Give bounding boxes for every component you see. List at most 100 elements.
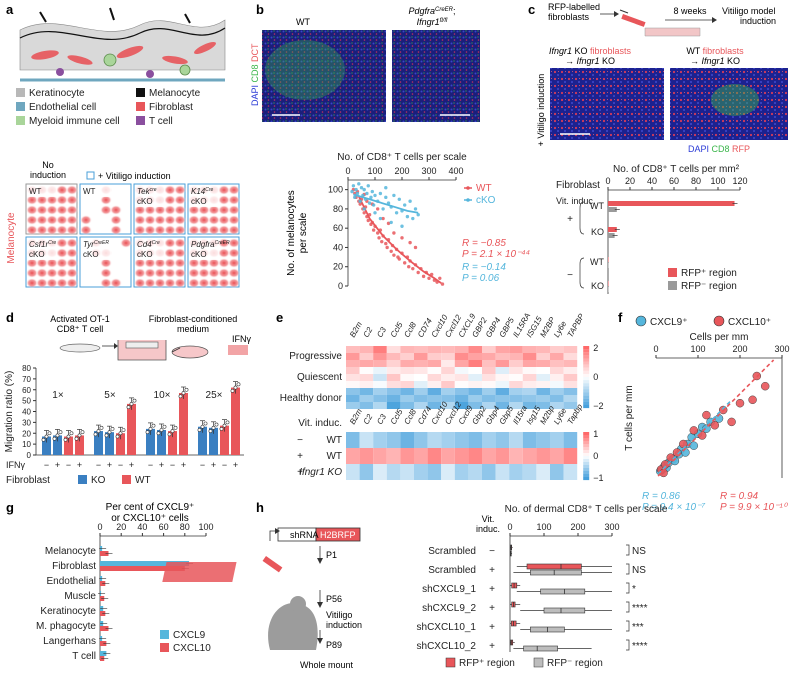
scale-cell — [583, 441, 590, 445]
melanocyte-blob — [26, 195, 38, 205]
legend-swatch — [136, 88, 145, 97]
melanocyte-blob — [164, 278, 176, 288]
x-tick-label: 60 — [159, 522, 169, 532]
scatter-point — [389, 249, 393, 254]
heat-cell — [400, 381, 414, 388]
gene-label-top: C2 — [362, 325, 375, 339]
heat-cell — [536, 367, 550, 374]
heat-cell — [386, 374, 401, 381]
heat-cell — [454, 395, 469, 402]
panel-a-letter: a — [6, 2, 14, 17]
box — [540, 588, 586, 595]
heat-cell — [495, 353, 510, 360]
heat-cell — [400, 374, 414, 381]
bar — [220, 425, 229, 455]
ifng-sign: + — [77, 460, 82, 470]
data-point — [159, 428, 164, 432]
heat-cell — [386, 388, 401, 395]
heat-cell — [550, 374, 564, 381]
heat-cell — [400, 395, 414, 402]
heat-cell — [522, 388, 537, 395]
y-tick-label: 40 — [22, 408, 31, 417]
gene-label-bottom: B2m — [348, 407, 364, 426]
scatter-point — [378, 191, 383, 196]
panel-g: g Per cent of CXCL9⁺ or CXCL10⁺ cells 0 20 4… — [6, 500, 214, 662]
heat-cell — [454, 388, 469, 395]
heat-cell — [373, 388, 387, 395]
heat-cell — [400, 346, 414, 353]
legend-label: Fibroblast — [149, 102, 193, 113]
legend-swatch — [160, 643, 169, 652]
scatter-point — [350, 189, 354, 194]
data-point — [219, 426, 224, 431]
ifng-sign: − — [170, 460, 175, 470]
heat-cell — [386, 367, 401, 374]
melanocyte-blob — [198, 278, 210, 288]
melanocyte-blob — [56, 205, 68, 215]
panel-f-letter: f — [618, 310, 623, 325]
tile-label-bg — [189, 238, 219, 260]
scatter-point — [394, 211, 399, 215]
melanocyte-blob — [218, 248, 230, 258]
stat-text: R = −0.14 — [462, 262, 506, 273]
heat-cell — [441, 395, 455, 402]
category-label: Fibroblast — [52, 561, 96, 572]
melanocyte-blob — [154, 225, 166, 235]
ifng-sign: − — [148, 460, 153, 470]
heat-cell — [522, 402, 537, 409]
panel-a: a Keratinocyte Melanocyte Endothelial cell… — [6, 2, 240, 288]
scatter-point — [760, 381, 770, 391]
scale-cell — [583, 395, 590, 399]
heat-cell — [536, 432, 550, 448]
bar — [168, 431, 177, 455]
stat-text: P = 2.1 × 10⁻⁴⁴ — [462, 249, 530, 260]
heat-cell — [536, 360, 550, 367]
heat-cell — [346, 402, 360, 409]
y-axis-label: No. of melanocytesper scale — [286, 190, 309, 276]
scatter-point — [408, 240, 412, 245]
scatter-point — [358, 202, 362, 206]
significance-label: * — [632, 584, 636, 595]
legend-label: CXCL9⁺ — [650, 317, 688, 328]
melanocyte-blob — [198, 225, 210, 235]
heat-cell — [468, 432, 482, 448]
scatter-point — [710, 421, 720, 430]
scale-cell — [583, 386, 590, 390]
legend-swatch — [136, 116, 145, 125]
data-point — [80, 430, 85, 435]
heat-cell — [509, 464, 523, 480]
melanocyte-blob — [198, 215, 210, 225]
data-point — [107, 430, 112, 435]
melanocyte-blob — [218, 258, 230, 268]
scatter-point — [735, 398, 745, 408]
heat-cell — [550, 402, 564, 409]
tile-label-bg — [27, 238, 57, 260]
tile-label: TyrCreER — [83, 240, 109, 249]
melanocyte-blob — [134, 268, 146, 278]
scatter-point — [359, 186, 364, 190]
heat-cell — [427, 448, 442, 464]
bar — [127, 403, 136, 455]
scale-cell — [583, 474, 590, 478]
x-tick-label: 200 — [394, 166, 409, 176]
heat-cell — [427, 388, 442, 395]
scatter-point — [357, 182, 361, 186]
bar — [209, 427, 218, 455]
data-point — [104, 433, 109, 438]
heat-cell — [414, 367, 428, 374]
heat-cell — [346, 353, 360, 360]
legend-swatch — [122, 475, 131, 484]
y-tick-label: 70 — [22, 375, 31, 384]
melanocyte-blob — [174, 268, 186, 278]
row-label: shCXCL10_1 — [417, 622, 477, 633]
melanocyte-axis-label: Melanocyte — [6, 212, 17, 264]
melanocyte-blob — [66, 268, 78, 278]
heat-cell — [550, 346, 564, 353]
melanocyte-blob — [228, 215, 240, 225]
scatter-point — [373, 193, 377, 198]
category-label: Melanocyte — [45, 546, 97, 557]
heat-cell — [482, 432, 496, 448]
